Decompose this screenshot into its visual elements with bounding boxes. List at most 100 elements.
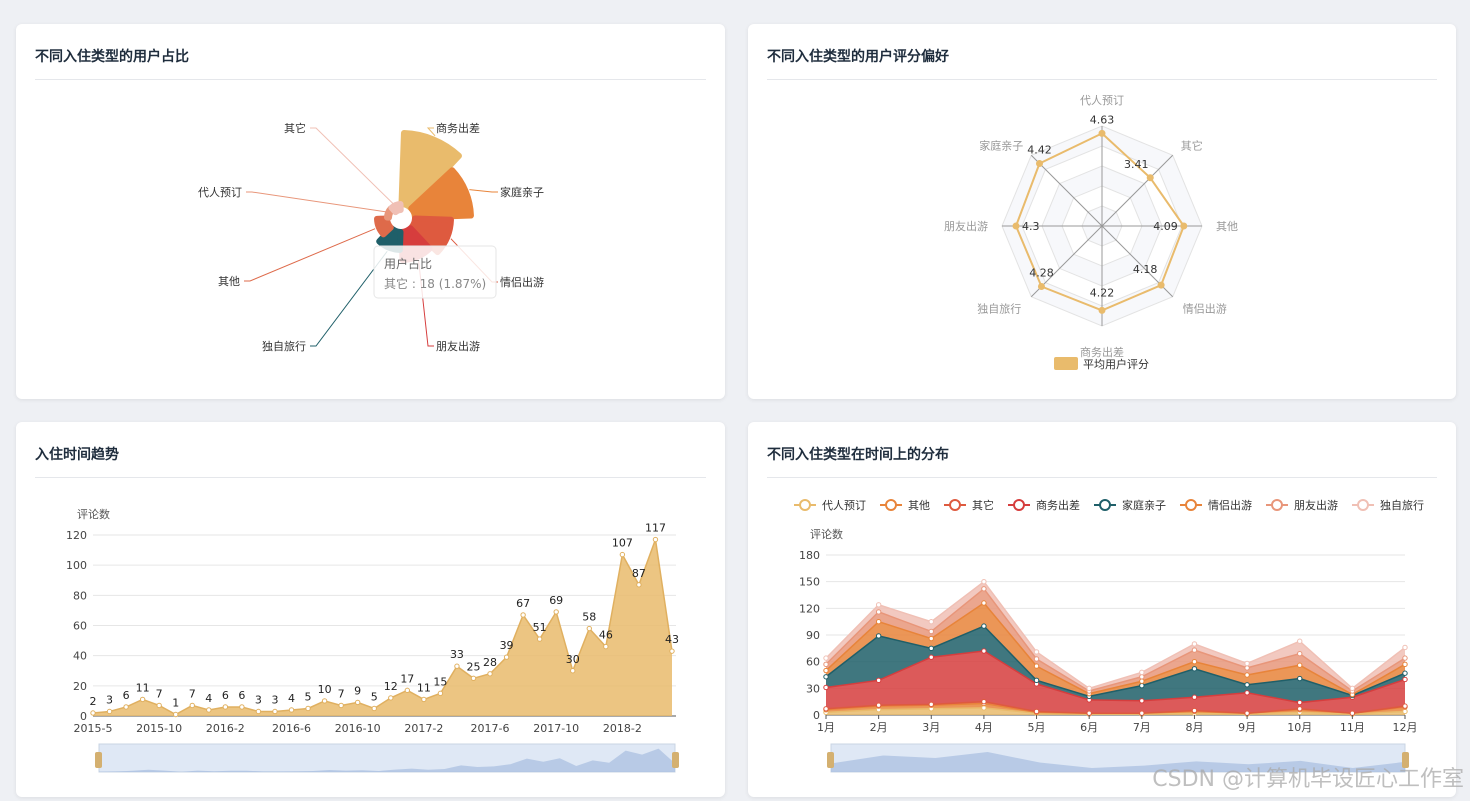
trend-point-28 <box>553 609 559 615</box>
trend-value-label-1: 3 <box>106 693 113 706</box>
trend-value-label-24: 28 <box>483 656 497 669</box>
dist-y-axis-title: 评论数 <box>810 527 843 541</box>
trend-value-label-17: 5 <box>371 690 378 703</box>
trend-value-label-5: 1 <box>172 696 179 709</box>
dist-area-1 <box>826 703 1405 715</box>
dist-point-4-7 <box>1191 666 1198 672</box>
radar-legend-label: 平均用户评分 <box>1083 357 1149 371</box>
trend-area <box>93 539 672 716</box>
dist-legend-marker-1 <box>885 499 897 511</box>
trend-point-23 <box>470 675 477 681</box>
dist-point-3-1 <box>875 677 882 684</box>
radar-chart[interactable]: 4.63 3.41 4.09 4.18 4.22 4.28 4.3 4.42 代人预订其它其他情… <box>748 24 1456 399</box>
dist-point-2-0 <box>823 706 829 712</box>
radar-value-label-3: 4.18 <box>1133 263 1158 276</box>
dist-point-5-0 <box>823 667 829 674</box>
trend-value-label-10: 3 <box>255 693 262 706</box>
trend-value-label-16: 9 <box>354 684 361 697</box>
dist-point-7-0 <box>823 655 829 661</box>
trend-point-13 <box>305 705 311 712</box>
trend-y-tick-20: 20 <box>73 680 87 693</box>
dist-point-4-6 <box>1139 682 1145 689</box>
trend-value-label-29: 30 <box>566 653 580 666</box>
dist-point-7-1 <box>875 602 882 608</box>
radar-value-label-6: 4.3 <box>1022 220 1040 233</box>
dist-point-7-10 <box>1349 685 1356 692</box>
trend-value-label-7: 4 <box>205 692 212 705</box>
trend-value-label-2: 6 <box>123 689 130 702</box>
dist-point-2-10 <box>1349 710 1356 716</box>
trend-value-label-8: 6 <box>222 689 229 702</box>
radar-indicator-5: 独自旅行 <box>977 302 1021 316</box>
dist-point-6-7 <box>1191 647 1198 653</box>
trend-point-2 <box>123 704 129 710</box>
dist-y-tick-0: 0 <box>813 709 820 722</box>
dist-point-7-9 <box>1297 638 1303 644</box>
radar-indicator-1: 其它 <box>1181 138 1203 152</box>
dist-x-tick-3: 4月 <box>975 721 993 734</box>
radar-card-divider <box>767 79 1437 80</box>
trend-point-27 <box>536 636 543 642</box>
trend-value-label-18: 12 <box>384 680 398 693</box>
dist-point-5-9 <box>1297 662 1303 668</box>
pie-slice-7 <box>388 201 404 216</box>
trend-value-label-0: 2 <box>90 695 97 708</box>
trend-value-label-28: 69 <box>549 594 563 607</box>
dist-point-5-2 <box>928 635 934 642</box>
trend-point-12 <box>288 707 295 713</box>
pie-label-4: 独自旅行 <box>262 339 306 353</box>
dist-point-6-1 <box>875 609 882 615</box>
dist-point-6-3 <box>981 586 987 592</box>
radar-point-6 <box>1012 222 1020 230</box>
dist-point-5-6 <box>1139 678 1145 684</box>
dist-legend-label-6: 朋友出游 <box>1294 498 1338 512</box>
dist-legend-marker-4 <box>1099 499 1111 511</box>
radar-value-label-1: 3.41 <box>1124 158 1149 171</box>
trend-point-35 <box>669 648 675 654</box>
dist-line-3 <box>825 650 1406 704</box>
trend-x-tick-8: 2018-2 <box>603 722 642 735</box>
dist-point-2-8 <box>1244 710 1250 716</box>
dist-legend-label-0: 代人预订 <box>822 499 866 512</box>
radar-value-label-7: 4.42 <box>1027 143 1052 156</box>
trend-x-tick-6: 2017-6 <box>471 722 510 735</box>
dist-point-2-9 <box>1297 706 1303 712</box>
trend-point-15 <box>338 702 344 709</box>
trend-x-tick-0: 2015-5 <box>74 722 113 735</box>
pie-label-7: 其它 <box>284 121 306 135</box>
trend-value-label-22: 33 <box>450 648 464 661</box>
pie-slice-1 <box>408 167 474 221</box>
trend-value-label-11: 3 <box>271 693 278 706</box>
trend-x-tick-7: 2017-10 <box>533 722 579 735</box>
dist-y-tick-180: 180 <box>799 549 820 562</box>
radar-value-label-0: 4.63 <box>1090 113 1115 126</box>
trend-zoom-handle-right <box>672 752 679 768</box>
trend-y-tick-80: 80 <box>73 589 87 602</box>
dist-point-6-8 <box>1244 665 1250 671</box>
radar-point-3 <box>1157 281 1165 289</box>
dist-card: 不同入住类型在时间上的分布 代人预订 其他 其它 商务出差 家庭亲子 情侣出游 朋友出游 独自… <box>748 422 1456 797</box>
trend-value-label-25: 39 <box>500 639 514 652</box>
pie-label-5: 其他 <box>218 275 240 288</box>
pie-card: 不同入住类型的用户占比 商务出差 家庭亲子 情侣出游 朋友出游 独自旅行 其他 代人预订 其它… <box>16 24 725 399</box>
trend-point-18 <box>388 695 394 701</box>
radar-point-0 <box>1098 129 1106 137</box>
dist-point-5-7 <box>1191 658 1198 665</box>
trend-value-label-30: 58 <box>582 611 596 624</box>
dist-point-6-0 <box>823 661 829 668</box>
trend-point-31 <box>603 643 609 650</box>
dist-x-tick-4: 5月 <box>1028 721 1046 734</box>
dist-point-3-11 <box>1402 676 1408 683</box>
dist-point-7-3 <box>981 578 987 585</box>
trend-point-25 <box>503 654 510 660</box>
dist-x-tick-0: 1月 <box>817 721 835 734</box>
trend-x-tick-1: 2015-10 <box>136 722 182 735</box>
dist-point-6-4 <box>1033 656 1040 662</box>
trend-y-tick-100: 100 <box>66 559 87 572</box>
radar-indicator-0: 代人预订 <box>1080 94 1124 107</box>
dist-point-7-8 <box>1244 660 1250 667</box>
trend-y-tick-60: 60 <box>73 620 87 633</box>
